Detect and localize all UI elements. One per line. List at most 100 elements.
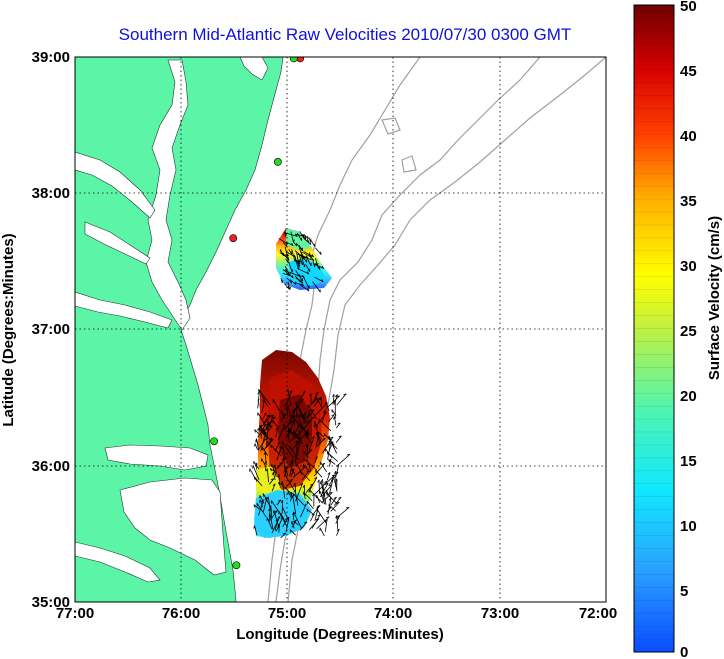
velocity-arrow — [306, 444, 309, 463]
colorbar-tick-label: 25 — [680, 323, 697, 340]
velocity-arrow-head — [302, 484, 305, 488]
velocity-arrow-head — [277, 474, 280, 478]
velocity-arrow-head — [307, 420, 311, 422]
velocity-arrow-head — [302, 491, 305, 495]
velocity-arrow-head — [270, 414, 274, 418]
velocity-arrow-head — [320, 251, 322, 255]
neuse-river — [75, 541, 161, 583]
velocity-arrow — [319, 461, 327, 473]
velocity-arrow — [293, 520, 299, 526]
velocity-arrow — [280, 277, 283, 284]
velocity-arrow-head — [321, 279, 324, 283]
velocity-arrow — [314, 456, 318, 463]
velocity-arrow-head — [323, 433, 326, 437]
velocity-arrow-head — [305, 444, 308, 448]
velocity-arrow — [282, 269, 294, 279]
velocity-arrow-head — [264, 497, 268, 500]
velocity-arrow — [322, 410, 326, 423]
velocity-arrow — [274, 464, 277, 475]
velocity-arrow — [264, 431, 269, 440]
velocity-arrow — [266, 468, 269, 483]
velocity-arrow — [279, 249, 290, 261]
velocity-arrow-head — [285, 406, 288, 410]
velocity-arrow-head — [287, 285, 290, 289]
velocity-arrow-head — [335, 394, 338, 397]
velocity-arrow-head — [286, 516, 290, 520]
velocity-arrow-head — [326, 516, 330, 519]
velocity-arrow-head — [321, 490, 324, 494]
velocity-arrow-head — [286, 405, 289, 409]
velocity-arrow-head — [285, 243, 288, 247]
velocity-arrow — [307, 404, 317, 420]
velocity-arrow-head — [307, 235, 309, 240]
velocity-arrow-head — [317, 504, 321, 507]
velocity-arrow — [291, 398, 304, 414]
velocity-arrow-head — [335, 478, 338, 482]
velocity-arrow-head — [262, 399, 265, 402]
velocity-arrow — [303, 412, 307, 423]
velocity-arrow-head — [295, 440, 298, 444]
velocity-arrow — [267, 496, 271, 511]
velocity-arrow — [303, 491, 306, 500]
x-tick-label: 77:00 — [56, 605, 94, 622]
velocity-arrow — [290, 440, 300, 452]
velocity-arrow — [295, 233, 305, 237]
velocity-arrow-head — [296, 424, 300, 427]
velocity-arrow-head — [294, 258, 297, 262]
velocity-arrow — [334, 416, 337, 426]
velocity-arrow-head — [280, 500, 284, 504]
velocity-arrow-head — [310, 255, 313, 259]
velocity-arrow-head — [332, 474, 336, 476]
velocity-arrow — [271, 464, 277, 478]
velocity-arrow — [272, 399, 280, 411]
velocity-arrow — [336, 393, 347, 406]
velocity-arrow-head — [331, 414, 335, 417]
velocity-arrow-head — [320, 479, 323, 483]
velocity-fill-hatteras-dark — [278, 394, 312, 468]
velocity-arrow — [280, 413, 287, 422]
velocity-arrow-head — [319, 397, 322, 401]
velocity-arrow-head — [330, 478, 334, 481]
velocity-arrow — [312, 260, 315, 267]
velocity-arrow-head — [303, 464, 305, 468]
velocity-arrow — [285, 429, 291, 439]
velocity-arrow-head — [285, 233, 287, 237]
velocity-arrow — [299, 521, 308, 531]
velocity-arrow — [306, 256, 312, 267]
velocity-arrow-head — [317, 514, 321, 517]
velocity-arrow — [268, 510, 278, 522]
velocity-arrow-head — [306, 238, 310, 242]
velocity-arrow — [313, 263, 324, 269]
velocity-arrow-head — [291, 269, 294, 273]
velocity-arrow-head — [270, 444, 272, 448]
velocity-arrow — [333, 497, 342, 506]
velocity-arrow — [328, 440, 338, 450]
velocity-arrow — [321, 492, 333, 503]
velocity-arrow-head — [272, 483, 276, 486]
velocity-arrow-head — [298, 429, 301, 433]
velocity-arrow — [308, 462, 312, 472]
velocity-arrow-head — [302, 261, 304, 266]
map-title: Southern Mid-Atlantic Raw Velocities 201… — [119, 25, 572, 44]
velocity-arrow — [264, 451, 267, 464]
velocity-arrow-head — [338, 435, 342, 438]
colorbar-label: Surface Velocity (cm/s) — [706, 216, 723, 380]
velocity-arrow — [282, 441, 294, 458]
velocity-arrow-head — [289, 491, 293, 495]
velocity-arrow — [271, 516, 281, 534]
velocity-arrow-head — [287, 257, 290, 261]
velocity-arrow-head — [315, 469, 317, 474]
velocity-arrow-head — [287, 427, 290, 431]
contour-island-1 — [381, 117, 401, 135]
velocity-patch-delmarva — [276, 228, 332, 293]
radar-stations — [210, 57, 305, 570]
velocity-arrow-head — [318, 419, 321, 423]
velocity-arrow-head — [255, 439, 258, 443]
velocity-arrow — [260, 432, 266, 452]
velocity-arrow-head — [311, 254, 314, 258]
velocity-arrow-head — [325, 482, 329, 485]
velocity-arrow — [276, 499, 282, 506]
velocity-arrow — [327, 497, 332, 515]
velocity-arrow-head — [265, 468, 268, 472]
velocity-arrow — [295, 259, 302, 263]
